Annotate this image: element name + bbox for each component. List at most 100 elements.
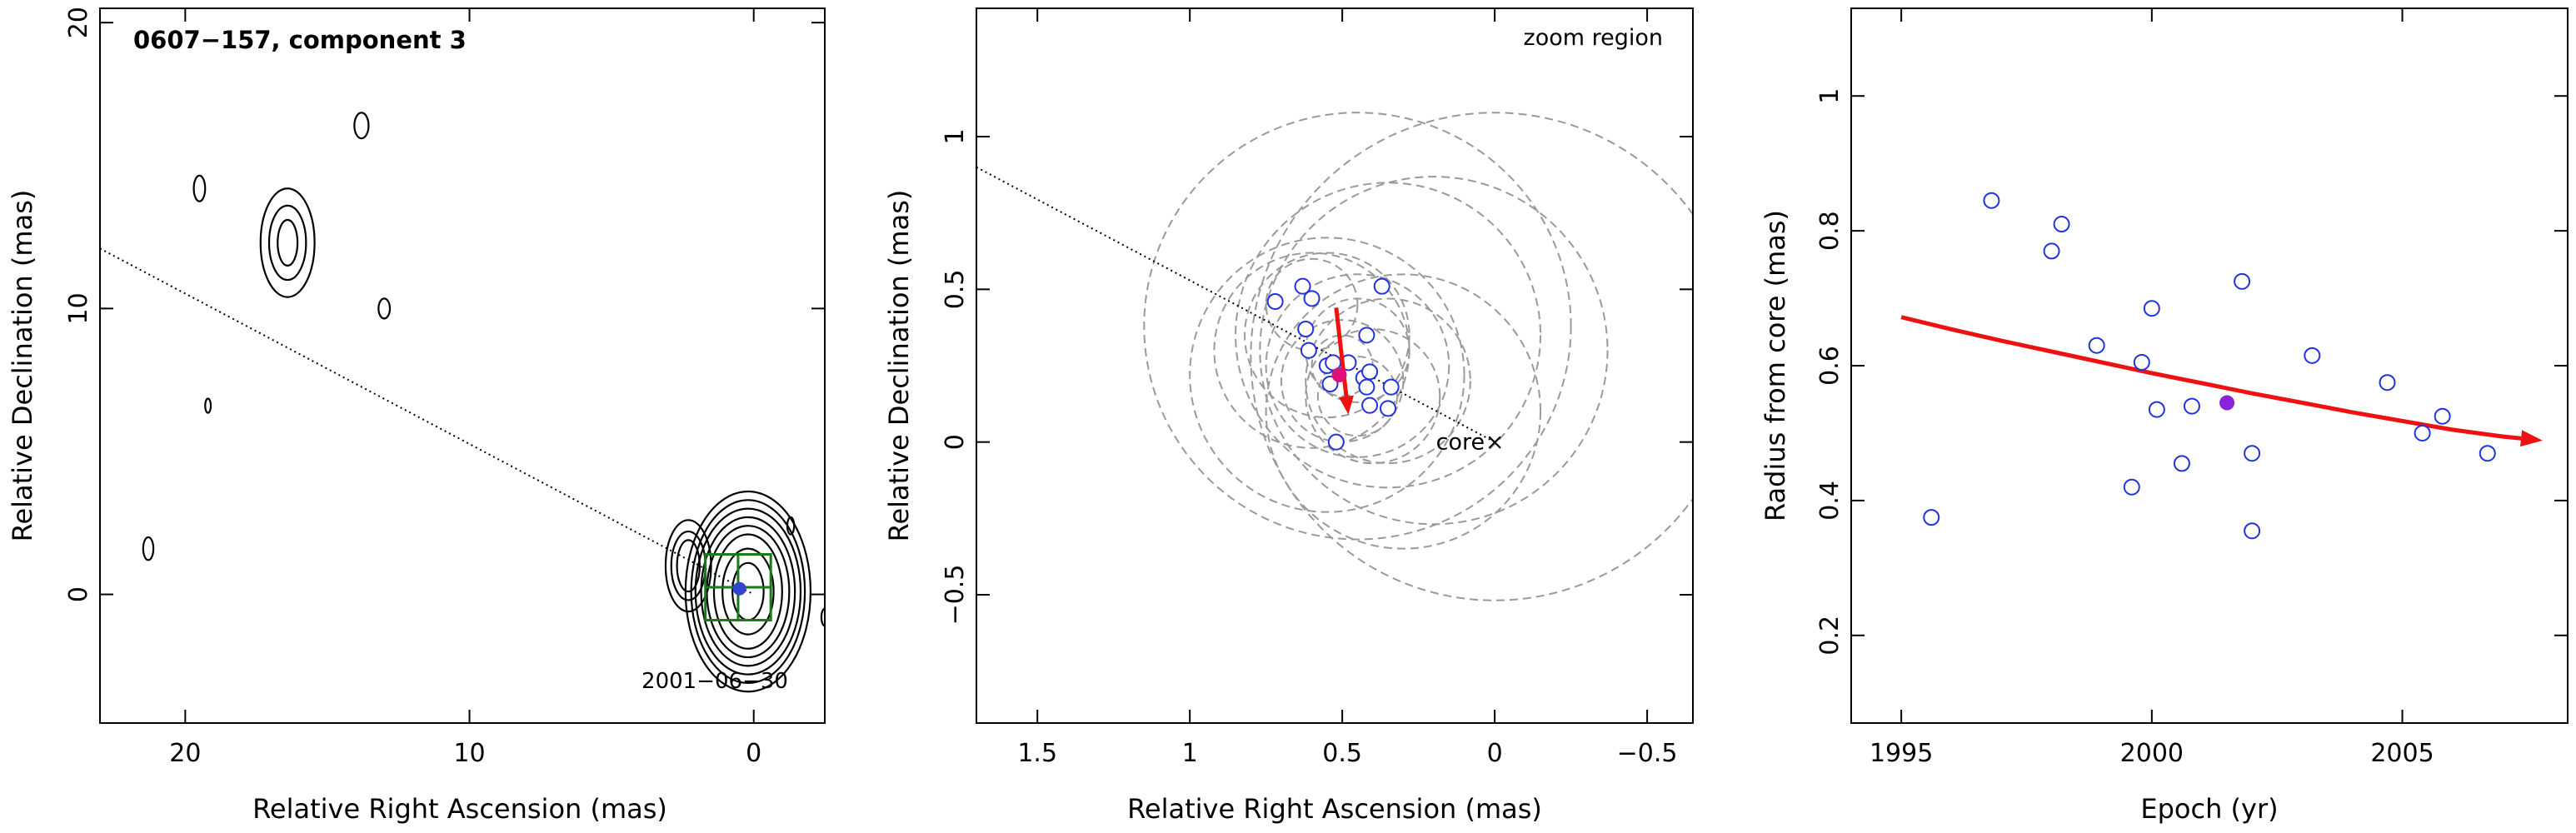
y-axis-label: Radius from core (mas) xyxy=(1760,210,1791,521)
contour-line xyxy=(820,607,825,627)
x-tick-label: 20 xyxy=(169,739,201,768)
jet-direction-line xyxy=(100,247,755,596)
plot-area xyxy=(1900,192,2543,540)
y-tick-label: 0.6 xyxy=(1815,346,1845,386)
y-tick-label: 0.5 xyxy=(941,269,970,309)
data-point xyxy=(2244,445,2261,462)
y-tick-label: 10 xyxy=(64,292,93,324)
fit-curve xyxy=(1900,315,2522,441)
data-point xyxy=(2173,455,2190,472)
data-point xyxy=(2053,216,2070,233)
error-circle xyxy=(1316,356,1399,437)
data-point xyxy=(1303,290,1320,307)
data-point xyxy=(2434,407,2451,425)
data-point xyxy=(1382,378,1400,396)
x-axis-label: Relative Right Ascension (mas) xyxy=(252,793,667,825)
data-point xyxy=(2043,242,2060,260)
x-tick-label: 0 xyxy=(746,739,761,768)
contour-line xyxy=(353,112,370,140)
data-point xyxy=(1361,397,1379,414)
data-point xyxy=(2304,347,2321,364)
x-tick-label: 10 xyxy=(453,739,485,768)
x-axis-label: Epoch (yr) xyxy=(2140,793,2278,825)
core-label: core xyxy=(1436,430,1485,456)
data-point xyxy=(1300,342,1317,359)
plot-area: core × xyxy=(976,112,1693,601)
data-point xyxy=(1380,400,1397,417)
data-point xyxy=(1373,277,1390,295)
x-tick-label: −0.5 xyxy=(1617,739,1678,768)
panel-radius-vs-epoch: 1995 2000 2005 0.2 0.4 0.6 0.8 1 Epoch (yr) Rad… xyxy=(1760,7,2569,825)
y-tick-label: 0 xyxy=(941,434,970,450)
error-circle xyxy=(1143,112,1572,541)
plot-frame xyxy=(1850,7,2569,724)
panel-zoom-region: core × 1.5 1 0.5 0 −0.5−0.500.51 zoom region … xyxy=(883,7,1694,825)
y-axis-label: Relative Declination (mas) xyxy=(7,190,38,542)
data-point xyxy=(2088,337,2105,354)
data-point xyxy=(2234,272,2251,290)
velocity-arrow xyxy=(1334,307,1349,397)
data-point xyxy=(1266,293,1284,310)
zoom-region-title: zoom region xyxy=(1524,25,1663,51)
component-marker xyxy=(732,581,746,596)
y-axis-label: Relative Declination (mas) xyxy=(883,190,915,542)
y-tick-label: 20 xyxy=(64,7,93,38)
contour-line xyxy=(259,187,316,298)
data-point xyxy=(1327,433,1345,451)
data-point xyxy=(1358,378,1375,396)
error-circle xyxy=(1250,112,1693,601)
highlight-point xyxy=(2219,395,2235,411)
contour-line xyxy=(267,204,307,282)
error-circle xyxy=(1265,273,1450,458)
contour-line xyxy=(786,516,796,536)
data-point xyxy=(2379,374,2396,392)
x-tick-label: 0.5 xyxy=(1322,739,1362,768)
error-circle xyxy=(1213,252,1410,449)
data-point xyxy=(1923,509,1940,526)
core-marker: × xyxy=(1485,430,1505,456)
data-point xyxy=(1361,363,1379,381)
contour-line xyxy=(192,174,207,202)
x-tick-label: 1.5 xyxy=(1017,739,1057,768)
data-point xyxy=(2244,522,2261,540)
contour-line xyxy=(706,525,791,659)
data-point xyxy=(1358,327,1375,344)
contour-line xyxy=(277,218,299,267)
x-tick-label: 0 xyxy=(1487,739,1503,768)
error-circle xyxy=(1265,273,1542,550)
error-circle xyxy=(1189,237,1465,513)
contour-line xyxy=(712,533,783,650)
error-circle xyxy=(1259,176,1609,526)
data-point xyxy=(2414,424,2431,441)
panel-contour-map: 20 10 0 0 10 20 0607−157, component 3 2001−06… xyxy=(7,7,826,825)
y-tick-label: 1 xyxy=(941,128,970,144)
highlight-point xyxy=(1331,367,1347,382)
epoch-date-label: 2001−06−30 xyxy=(642,669,788,694)
y-tick-label: −0.5 xyxy=(941,565,970,626)
contour-line xyxy=(676,539,701,593)
x-axis-label: Relative Right Ascension (mas) xyxy=(1127,793,1542,825)
y-tick-label: 0.4 xyxy=(1815,481,1845,521)
data-point xyxy=(2148,401,2165,418)
y-tick-label: 0.2 xyxy=(1815,616,1845,656)
data-point xyxy=(1983,192,2000,209)
error-circle xyxy=(1244,252,1410,419)
y-tick-label: 0 xyxy=(64,586,93,602)
contour-line xyxy=(142,536,155,561)
x-tick-label: 2005 xyxy=(2370,739,2434,768)
data-point xyxy=(2183,397,2200,415)
error-circle xyxy=(1305,297,1471,465)
map-title: 0607−157, component 3 xyxy=(133,26,467,54)
contour-line xyxy=(694,507,802,676)
contour-line xyxy=(700,516,796,667)
data-point xyxy=(2133,353,2150,371)
error-circle xyxy=(1305,328,1441,465)
data-point xyxy=(2143,300,2160,317)
y-tick-label: 1 xyxy=(1815,88,1845,104)
plot-frame xyxy=(99,7,826,724)
axis-ticks: 1.5 1 0.5 0 −0.5 −0.5 0 0.5 1 xyxy=(941,8,1693,768)
axis-ticks: 1995 2000 2005 0.2 0.4 0.6 0.8 1 xyxy=(1815,8,2568,768)
contour-line xyxy=(721,547,775,636)
contour-line xyxy=(664,519,712,613)
